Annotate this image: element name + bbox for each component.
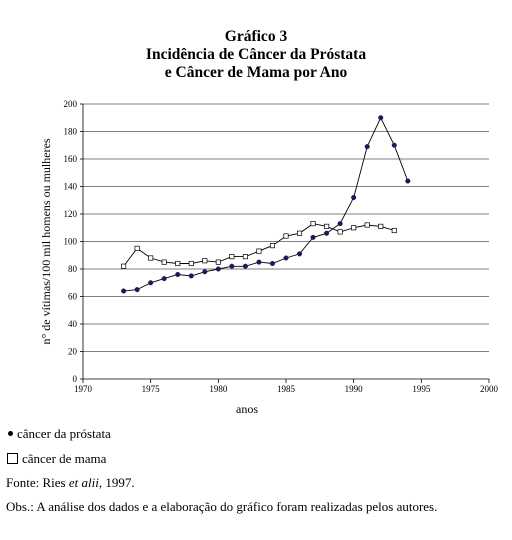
y-tick-label: 160	[64, 154, 78, 164]
data-point-breast	[161, 259, 167, 265]
data-point-breast	[310, 221, 316, 227]
source-prefix: Fonte: Ries	[6, 475, 69, 490]
data-point-prostate	[391, 142, 397, 148]
data-point-breast	[175, 260, 181, 267]
data-point-prostate	[242, 263, 248, 269]
data-point-prostate	[283, 255, 289, 261]
data-point-breast	[134, 245, 140, 251]
x-tick-label: 1995	[412, 384, 431, 394]
x-tick-label: 1990	[345, 384, 364, 394]
y-tick-label: 0	[73, 374, 78, 384]
data-point-prostate	[337, 221, 343, 227]
data-point-prostate	[364, 144, 370, 150]
y-tick-label: 20	[68, 347, 78, 357]
data-point-breast	[215, 259, 221, 265]
chart-title-line-1: Gráfico 3	[224, 28, 288, 45]
legend-item-breast: câncer de mama	[6, 451, 106, 467]
open-square-marker-icon	[7, 452, 18, 464]
y-tick-label: 80	[68, 264, 78, 274]
data-point-breast	[242, 254, 248, 260]
data-point-breast	[269, 243, 276, 249]
data-point-breast	[121, 263, 127, 269]
data-point-breast	[296, 230, 303, 236]
data-point-breast	[391, 227, 397, 234]
source-suffix: , 1997.	[98, 475, 135, 490]
source-italic: et alii	[68, 475, 99, 490]
data-point-prostate	[215, 266, 221, 272]
x-axis-title: anos	[236, 402, 258, 416]
x-tick-label: 1970	[74, 384, 93, 394]
data-point-breast	[256, 248, 262, 254]
data-point-prostate	[188, 273, 194, 279]
legend-label-breast: câncer de mama	[22, 451, 107, 466]
y-axis-title: n° de vítimas/100 mil homens ou mulheres	[39, 138, 53, 344]
source-note: Fonte: Ries et alii, 1997.	[6, 475, 135, 491]
data-point-breast	[378, 223, 384, 229]
data-point-breast	[351, 225, 357, 231]
data-point-prostate	[256, 259, 262, 265]
y-tick-label: 180	[64, 127, 78, 137]
data-point-prostate	[175, 271, 181, 278]
x-tick-label: 1980	[209, 384, 228, 394]
legend-item-prostate: câncer da próstata	[6, 426, 111, 442]
y-tick-label: 120	[64, 209, 78, 219]
data-point-prostate	[229, 263, 235, 269]
y-tick-label: 140	[64, 182, 78, 192]
data-point-breast	[148, 255, 154, 261]
filled-dot-marker-icon	[8, 430, 13, 436]
y-tick-label: 100	[64, 237, 78, 247]
data-point-breast	[364, 222, 370, 228]
data-point-prostate	[134, 287, 140, 293]
data-point-prostate	[121, 288, 127, 294]
data-point-breast	[283, 233, 289, 239]
chart-title-line-2: Incidência de Câncer da Próstata	[145, 46, 367, 63]
x-tick-label: 2000	[480, 384, 499, 394]
y-tick-label: 200	[64, 99, 78, 109]
data-point-breast	[202, 258, 208, 264]
observation-note: Obs.: A análise dos dados e a elaboração…	[6, 499, 438, 514]
x-tick-label: 1975	[142, 384, 161, 394]
data-point-prostate	[161, 276, 167, 282]
series-line-prostate	[123, 116, 409, 292]
legend-label-prostate: câncer da próstata	[17, 426, 111, 441]
data-point-prostate	[202, 269, 208, 275]
data-point-breast	[337, 229, 343, 235]
data-point-prostate	[351, 194, 357, 201]
data-point-prostate	[324, 230, 330, 236]
x-tick-label: 1985	[277, 384, 296, 394]
data-point-prostate	[148, 280, 154, 286]
line-chart: 0 20 40 60 80 100 120 140 160 180 200 1970 1975 1980 1…	[39, 99, 499, 416]
data-point-prostate	[296, 251, 303, 257]
data-point-breast	[324, 223, 330, 229]
data-point-breast	[229, 254, 235, 260]
data-point-breast	[188, 260, 194, 267]
data-point-prostate	[405, 178, 411, 184]
data-point-prostate	[378, 115, 384, 121]
y-tick-label: 40	[68, 319, 78, 329]
data-point-prostate	[269, 260, 276, 267]
y-tick-label: 60	[68, 292, 78, 302]
chart-title-line-3: e Câncer de Mama por Ano	[164, 64, 348, 81]
data-point-prostate	[310, 234, 316, 240]
